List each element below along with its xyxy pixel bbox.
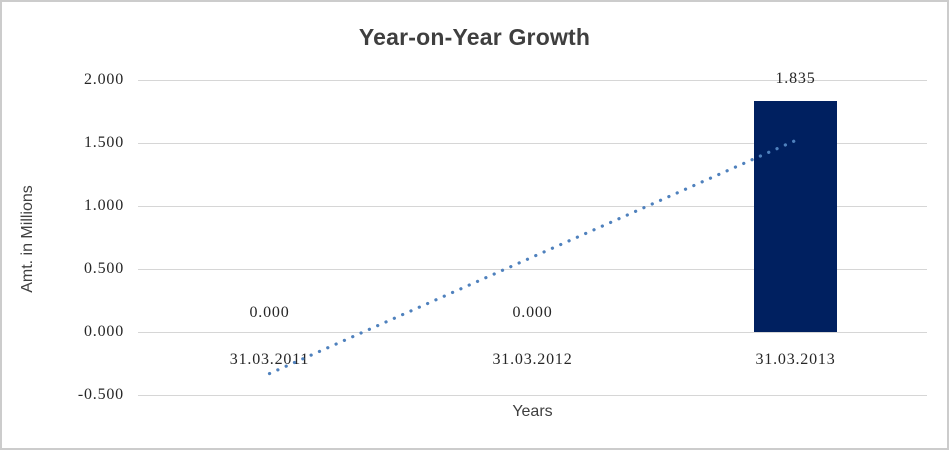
bar (754, 100, 837, 332)
y-tick-label: 1.500 (84, 134, 124, 151)
x-axis-title: Years (512, 403, 553, 420)
x-category-label: 31.03.2011 (229, 351, 310, 368)
x-category-label: 31.03.2013 (755, 351, 836, 368)
data-label: 0.000 (512, 304, 553, 321)
gridline (138, 80, 927, 81)
y-tick-label: -0.500 (77, 386, 124, 403)
gridline (138, 395, 927, 396)
x-category-label: 31.03.2012 (492, 351, 573, 368)
y-tick-label: 0.500 (84, 260, 124, 277)
y-tick-label: 0.000 (84, 323, 124, 340)
data-label: 0.000 (249, 304, 290, 321)
gridline (138, 332, 927, 333)
chart-title: Year-on-Year Growth (358, 24, 591, 50)
y-axis-title: Amt. in Millions (19, 185, 36, 293)
data-label: 1.835 (775, 69, 816, 87)
trendline-path (267, 138, 798, 376)
plot-area: 0.000 0.000 1.835 31.03.2011 31.03.2012 31.0… (138, 70, 927, 396)
y-tick-label: 1.000 (84, 197, 124, 214)
y-tick-label: 2.000 (84, 71, 124, 88)
